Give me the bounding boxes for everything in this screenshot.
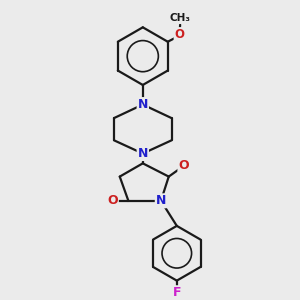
- Text: O: O: [178, 159, 189, 172]
- Text: CH₃: CH₃: [169, 13, 190, 23]
- Text: N: N: [138, 98, 148, 111]
- Text: O: O: [107, 194, 118, 207]
- Text: N: N: [138, 147, 148, 160]
- Text: O: O: [175, 28, 184, 41]
- Text: N: N: [156, 194, 166, 207]
- Text: F: F: [172, 286, 181, 299]
